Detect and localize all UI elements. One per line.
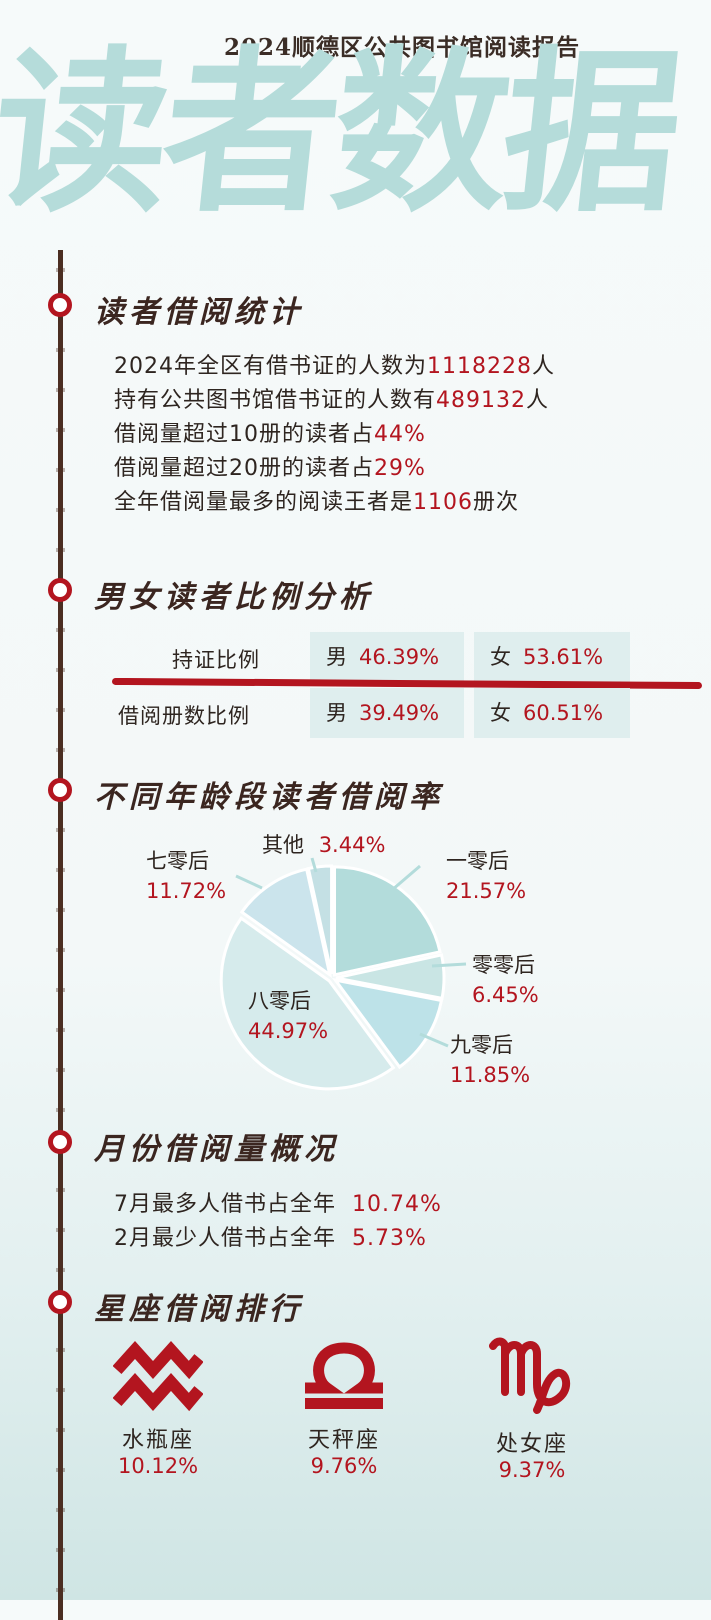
- pie-label-pct-inline: 3.44%: [318, 833, 386, 857]
- stat-value: 1118228: [427, 354, 532, 379]
- leader-1970s: [235, 874, 263, 890]
- stat-text: 借阅量超过10册的读者占: [114, 422, 374, 447]
- stat-line-card-holders: 2024年全区有借书证的人数为1118228人: [114, 348, 555, 380]
- stat-value: 489132: [436, 388, 526, 413]
- male-pct: 39.49%: [359, 701, 440, 725]
- pie-slice-other: [306, 864, 334, 975]
- ratio-box-card-male: 男 46.39%: [310, 632, 464, 682]
- stat-line-public-library-holders: 持有公共图书馆借书证的人数有489132人: [114, 382, 549, 414]
- stat-line-over-10: 借阅量超过10册的读者占44%: [114, 416, 426, 448]
- section-marker-monthly: [48, 1130, 72, 1154]
- stat-value: 1106: [413, 490, 474, 515]
- stat-text: 全年借阅量最多的阅读王者是: [114, 490, 414, 515]
- monthly-text: 7月最多人借书占全年: [114, 1192, 336, 1217]
- female-pct: 53.61%: [523, 645, 604, 669]
- male-label: 男: [326, 645, 347, 669]
- stat-text: 借阅量超过20册的读者占: [114, 456, 374, 481]
- monthly-value: 10.74%: [352, 1192, 442, 1217]
- pie-slice-2000s: [335, 953, 446, 1001]
- zodiac-name: 水瓶座: [121, 1428, 194, 1453]
- report-title: 2024顺德区公共图书馆阅读报告: [224, 34, 581, 61]
- pie-slice-1990s: [331, 977, 444, 1070]
- zodiac-name: 天秤座: [307, 1428, 380, 1453]
- zodiac-libra: 天秤座 9.76%: [274, 1340, 414, 1478]
- section-marker-age: [48, 778, 72, 802]
- timeline-bar: [56, 250, 65, 1620]
- pie-label-1990s: 九零后 11.85%: [450, 1030, 530, 1090]
- ratio-box-borrow-female: 女 60.51%: [474, 688, 630, 738]
- zodiac-aquarius: 水瓶座 10.12%: [88, 1340, 228, 1478]
- monthly-text: 2月最少人借书占全年: [114, 1226, 336, 1251]
- pie-label-name: 一零后: [446, 849, 509, 873]
- zodiac-name: 处女座: [495, 1432, 568, 1457]
- stat-unit: 人: [531, 354, 555, 379]
- male-label: 男: [326, 701, 347, 725]
- pie-label-other: 其他 3.44%: [262, 830, 385, 860]
- pie-label-name: 九零后: [450, 1033, 513, 1057]
- aquarius-icon: [112, 1341, 204, 1412]
- zodiac-pct: 10.12%: [117, 1454, 199, 1478]
- stat-text: 持有公共图书馆借书证的人数有: [114, 388, 437, 413]
- ratio-label-card: 持证比例: [172, 648, 260, 672]
- leader-2010s: [391, 864, 421, 892]
- pie-label-2010s: 一零后 21.57%: [446, 846, 526, 906]
- libra-icon: [305, 1342, 383, 1409]
- ratio-box-card-female: 女 53.61%: [474, 632, 630, 682]
- zodiac-pct: 9.76%: [310, 1454, 378, 1478]
- pie-label-name: 零零后: [472, 953, 535, 977]
- stat-value: 29%: [374, 456, 426, 481]
- zodiac-virgo: 处女座 9.37%: [462, 1332, 602, 1482]
- pie-slice-1970s: [239, 867, 333, 979]
- virgo-icon: [489, 1337, 571, 1414]
- monthly-line-max: 7月最多人借书占全年 10.74%: [114, 1186, 442, 1218]
- stat-text: 2024年全区有借书证的人数为: [114, 354, 427, 379]
- stat-line-over-20: 借阅量超过20册的读者占29%: [114, 450, 426, 482]
- pie-label-1980s: 八零后 44.97%: [248, 986, 328, 1046]
- leader-1990s: [419, 1032, 449, 1048]
- section-marker-zodiac: [48, 1290, 72, 1314]
- pie-label-pct: 11.85%: [450, 1063, 531, 1087]
- section-title-zodiac: 星座借阅排行: [94, 1292, 304, 1327]
- ratio-label-borrow: 借阅册数比例: [118, 704, 250, 728]
- pie-label-pct: 21.57%: [446, 879, 527, 903]
- pie-label-name: 八零后: [248, 989, 311, 1013]
- leader-other: [310, 857, 318, 873]
- pie-label-pct: 44.97%: [248, 1019, 329, 1043]
- pie-label-name: 七零后: [146, 849, 209, 873]
- monthly-value: 5.73%: [352, 1226, 427, 1251]
- pie-label-pct: 11.72%: [146, 879, 227, 903]
- pie-label-name: 其他: [262, 833, 304, 857]
- stat-line-reading-king: 全年借阅量最多的阅读王者是1106册次: [114, 484, 519, 516]
- leader-2000s: [431, 962, 467, 968]
- stat-value: 44%: [374, 422, 426, 447]
- female-label: 女: [490, 645, 511, 669]
- section-title-age: 不同年龄段读者借阅率: [94, 780, 444, 815]
- pie-label-2000s: 零零后 6.45%: [472, 950, 539, 1010]
- section-marker-borrow-stats: [48, 293, 72, 317]
- male-pct: 46.39%: [359, 645, 440, 669]
- stat-unit: 册次: [473, 490, 520, 515]
- big-title-watermark: 读者数据: [0, 29, 685, 236]
- pie-label-1970s: 七零后 11.72%: [146, 846, 226, 906]
- section-title-gender: 男女读者比例分析: [94, 580, 374, 615]
- section-title-borrow-stats: 读者借阅统计: [94, 295, 304, 330]
- ratio-box-borrow-male: 男 39.49%: [310, 688, 464, 738]
- female-label: 女: [490, 701, 511, 725]
- section-title-monthly: 月份借阅量概况: [94, 1132, 339, 1167]
- zodiac-pct: 9.37%: [498, 1458, 566, 1482]
- monthly-line-min: 2月最少人借书占全年 5.73%: [114, 1220, 427, 1252]
- section-marker-gender: [48, 578, 72, 602]
- pie-slice-2010s: [333, 865, 442, 977]
- stat-unit: 人: [526, 388, 550, 413]
- pie-label-pct: 6.45%: [472, 983, 539, 1007]
- female-pct: 60.51%: [523, 701, 604, 725]
